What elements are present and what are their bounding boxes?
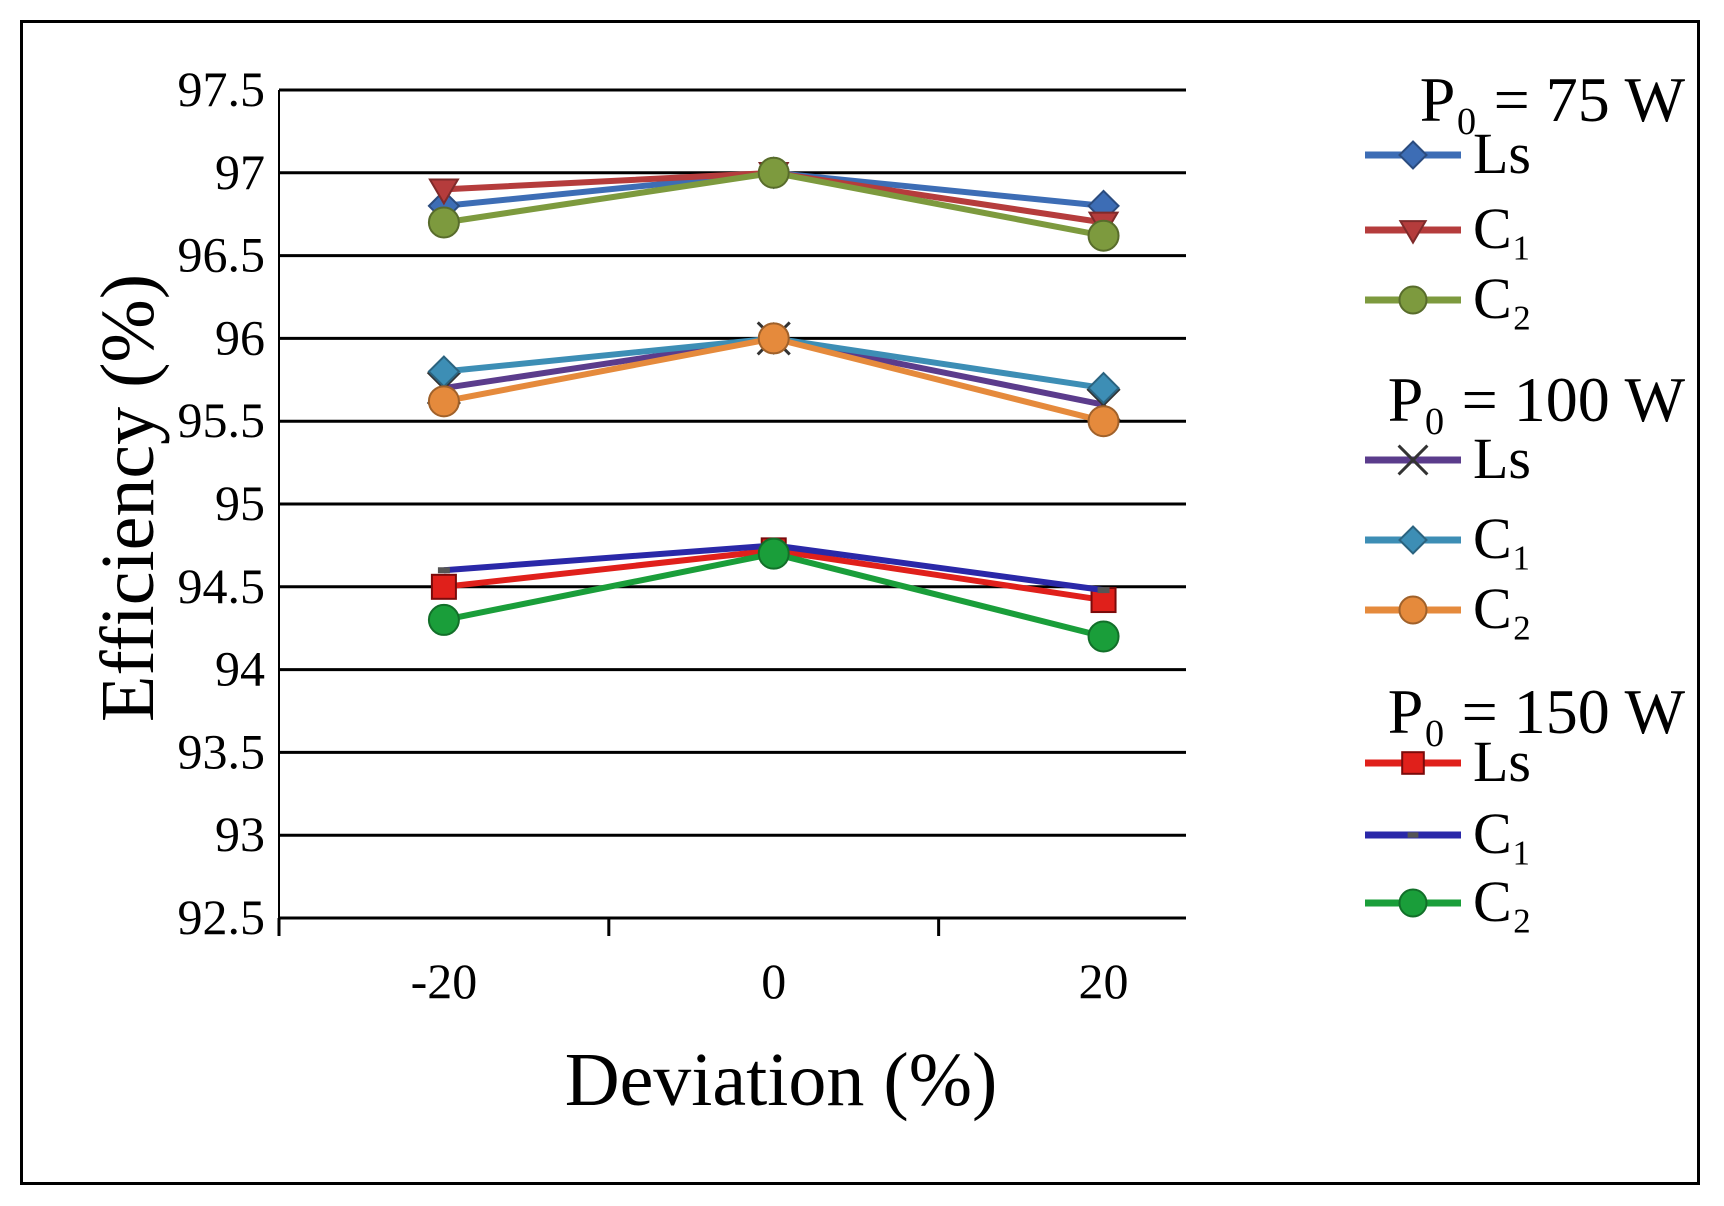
legend-swatch-marker-0-1 bbox=[1398, 220, 1428, 245]
y-tick-label: 94 bbox=[215, 641, 265, 697]
legend-swatch-marker-1-1 bbox=[1398, 525, 1428, 555]
y-tick-label: 93 bbox=[215, 806, 265, 862]
data-point-g2-2 bbox=[427, 603, 460, 636]
efficiency-chart: 92.5 93 93.5 94 94.5 95 95.5 96 96.5 97 97.5 -20 0 2… bbox=[86, 61, 1686, 1122]
legend-label-2-0: Ls bbox=[1473, 729, 1531, 794]
legend-label-2-1: C₁ bbox=[1473, 801, 1532, 866]
y-tick-label: 96 bbox=[215, 309, 265, 365]
data-point-g0-2 bbox=[1087, 219, 1120, 252]
data-point-g1-2 bbox=[1087, 405, 1120, 438]
data-point-g2-2 bbox=[1087, 620, 1120, 653]
x-tick-labels: -20 0 20 bbox=[411, 953, 1129, 1009]
y-tick-label: 93.5 bbox=[178, 723, 266, 779]
data-point-g1-2 bbox=[757, 322, 790, 355]
data-point-g1-2 bbox=[427, 385, 460, 418]
y-axis-title: Efficiency (%) bbox=[86, 274, 170, 722]
legend-heading-0: P₀ = 75 W bbox=[1420, 64, 1686, 135]
y-tick-label: 97 bbox=[215, 144, 265, 200]
data-point-g2-0 bbox=[430, 573, 457, 600]
legend-swatch-marker-2-0 bbox=[1401, 751, 1425, 775]
data-series bbox=[426, 156, 1121, 653]
legend-swatch-marker-0-2 bbox=[1398, 285, 1428, 315]
data-point-g2-1 bbox=[437, 567, 450, 574]
x-tick-label: 0 bbox=[761, 953, 786, 1009]
legend-swatch-marker-2-2 bbox=[1398, 888, 1428, 918]
data-point-g2-1 bbox=[1097, 587, 1110, 594]
axes bbox=[277, 90, 1186, 936]
legend-label-1-1: C₁ bbox=[1473, 506, 1532, 571]
legend-swatch-marker-0-0 bbox=[1398, 140, 1428, 170]
legend-label-1-2: C₂ bbox=[1473, 576, 1532, 641]
data-point-g0-2 bbox=[427, 206, 460, 239]
legend-label-0-2: C₂ bbox=[1473, 266, 1532, 331]
data-point-g0-2 bbox=[757, 156, 790, 189]
legend-label-2-2: C₂ bbox=[1473, 869, 1532, 934]
y-tick-label: 92.5 bbox=[178, 889, 266, 945]
y-tick-label: 94.5 bbox=[178, 558, 266, 614]
chart-frame: 92.5 93 93.5 94 94.5 95 95.5 96 96.5 97 97.5 -20 0 2… bbox=[20, 20, 1700, 1185]
data-point-g1-1 bbox=[1087, 371, 1120, 405]
x-tick-label: -20 bbox=[411, 953, 478, 1009]
legend-label-0-0: Ls bbox=[1473, 121, 1531, 186]
legend-label-0-1: C₁ bbox=[1473, 196, 1532, 261]
y-tick-label: 96.5 bbox=[178, 227, 266, 283]
data-point-g0-1 bbox=[428, 178, 460, 206]
x-axis-title: Deviation (%) bbox=[565, 1038, 998, 1122]
legend-heading-2: P₀ = 150 W bbox=[1388, 676, 1686, 747]
legend-swatch-marker-1-2 bbox=[1398, 595, 1428, 625]
x-tick-label: 20 bbox=[1079, 953, 1129, 1009]
legend-label-1-0: Ls bbox=[1473, 426, 1531, 491]
legend-swatch-marker-2-1 bbox=[1407, 832, 1419, 838]
y-tick-label: 97.5 bbox=[178, 61, 266, 117]
y-tick-label: 95.5 bbox=[178, 392, 266, 448]
gridlines bbox=[279, 88, 1186, 920]
data-point-g2-2 bbox=[757, 537, 790, 570]
y-tick-label: 95 bbox=[215, 475, 265, 531]
data-point-g1-1 bbox=[427, 355, 461, 388]
y-tick-labels: 92.5 93 93.5 94 94.5 95 95.5 96 96.5 97 97.5 bbox=[178, 61, 266, 945]
legend-swatch-marker-1-0 bbox=[1397, 444, 1429, 476]
legend-heading-1: P₀ = 100 W bbox=[1388, 364, 1686, 435]
